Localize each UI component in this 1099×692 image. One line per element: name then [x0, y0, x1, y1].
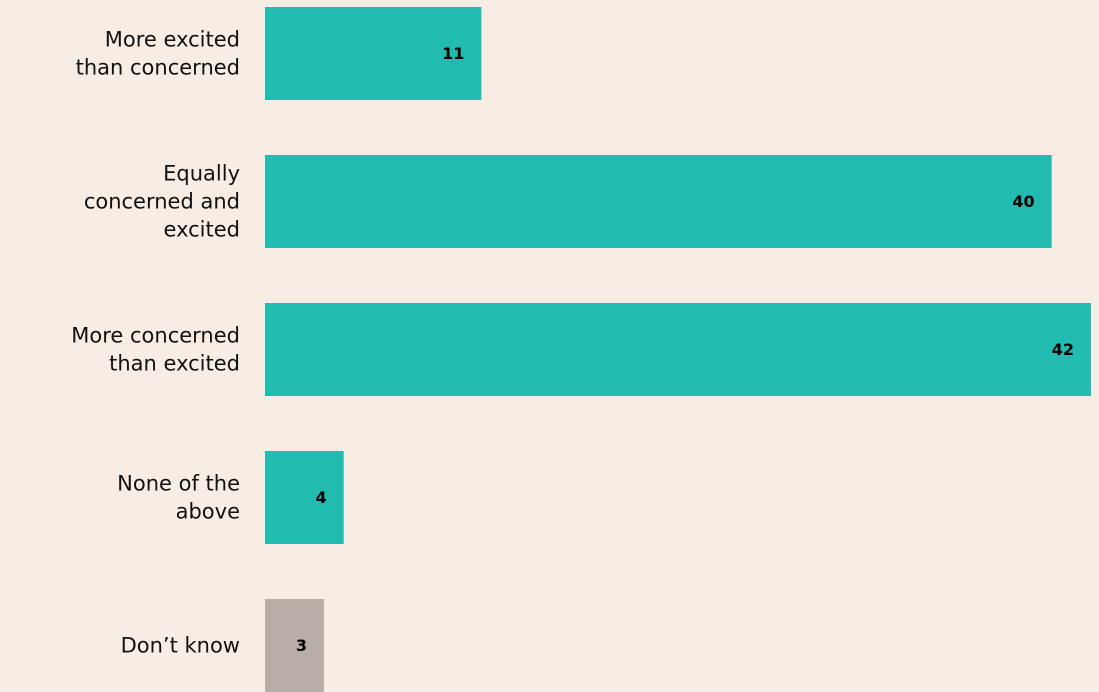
value-label: 40	[1012, 192, 1034, 211]
category-label: More concerned than excited	[71, 324, 240, 376]
bar	[265, 303, 1091, 396]
category-label: Don’t know	[121, 634, 240, 658]
value-label: 4	[316, 488, 327, 507]
category-label: Equally concerned and excited	[84, 162, 240, 242]
value-label: 11	[442, 44, 464, 63]
category-label: None of the above	[117, 472, 240, 524]
bar	[265, 7, 482, 100]
bar	[265, 451, 344, 544]
value-label: 42	[1052, 340, 1074, 359]
bar	[265, 155, 1052, 248]
bar	[265, 599, 324, 692]
category-label: More excited than concerned	[76, 28, 240, 80]
value-label: 3	[296, 636, 307, 655]
